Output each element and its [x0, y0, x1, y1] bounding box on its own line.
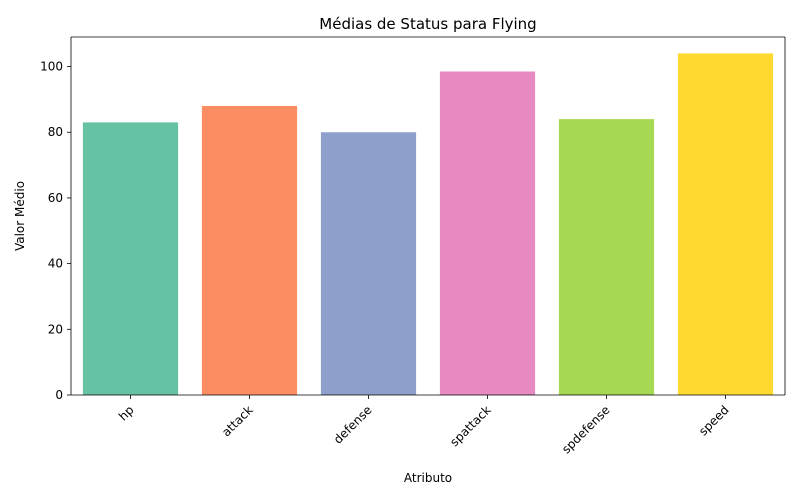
- y-axis-label: Valor Médio: [13, 181, 27, 251]
- x-axis-label: Atributo: [404, 471, 452, 485]
- y-tick-label: 60: [48, 191, 63, 205]
- bar-attack: [201, 105, 298, 396]
- bar-hp: [82, 122, 179, 395]
- y-tick-label: 100: [40, 60, 63, 74]
- chart-title: Médias de Status para Flying: [319, 15, 536, 33]
- bar-defense: [320, 132, 417, 395]
- bar-speed: [677, 53, 774, 395]
- x-tick-label-defense: defense: [331, 403, 375, 447]
- y-tick-label: 80: [48, 125, 63, 139]
- bar-spdefense: [558, 119, 655, 395]
- y-tick-label: 0: [55, 388, 63, 402]
- y-tick-label: 20: [48, 322, 63, 336]
- x-tick-label-spattack: spattack: [447, 403, 493, 449]
- bars-group: [82, 53, 774, 396]
- bar-spattack: [439, 71, 536, 395]
- x-tick-label-speed: speed: [696, 403, 732, 439]
- x-tick-label-spdefense: spdefense: [559, 403, 613, 457]
- x-tick-label-attack: attack: [219, 403, 256, 440]
- axes-frame: [70, 36, 786, 396]
- y-tick-label: 40: [48, 257, 63, 271]
- x-axis-ticks: hp attack defense spattack spdefense speed: [116, 395, 732, 456]
- y-axis-ticks: 0 20 40 60 80 100: [40, 60, 71, 402]
- x-tick-label-hp: hp: [116, 403, 137, 424]
